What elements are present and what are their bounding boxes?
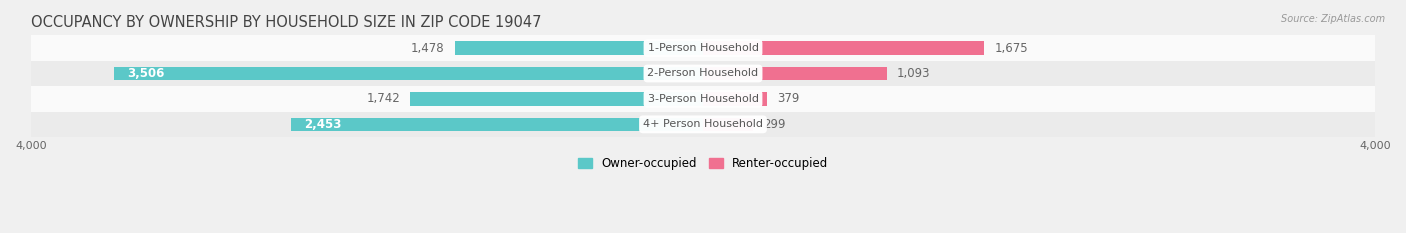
Text: 1,478: 1,478 (411, 41, 444, 55)
Text: 3,506: 3,506 (128, 67, 165, 80)
Text: 1,742: 1,742 (367, 93, 401, 105)
Bar (703, 67, 887, 80)
Legend: Owner-occupied, Renter-occupied: Owner-occupied, Renter-occupied (578, 157, 828, 170)
Text: OCCUPANCY BY OWNERSHIP BY HOUSEHOLD SIZE IN ZIP CODE 19047: OCCUPANCY BY OWNERSHIP BY HOUSEHOLD SIZE… (31, 15, 541, 30)
Text: 4+ Person Household: 4+ Person Household (643, 119, 763, 129)
Bar (703, 92, 766, 106)
Text: 1,675: 1,675 (994, 41, 1028, 55)
Bar (703, 118, 754, 131)
Bar (291, 118, 703, 131)
Bar (114, 67, 703, 80)
Bar (31, 112, 1375, 137)
Bar (31, 86, 1375, 112)
Text: 2-Person Household: 2-Person Household (647, 69, 759, 79)
Text: 3-Person Household: 3-Person Household (648, 94, 758, 104)
Bar (411, 92, 703, 106)
Text: 2,453: 2,453 (304, 118, 342, 131)
Text: Source: ZipAtlas.com: Source: ZipAtlas.com (1281, 14, 1385, 24)
Text: 379: 379 (776, 93, 799, 105)
Text: 1,093: 1,093 (897, 67, 931, 80)
Text: 299: 299 (763, 118, 786, 131)
Bar (454, 41, 703, 55)
Bar (31, 35, 1375, 61)
Bar (31, 61, 1375, 86)
Text: 1-Person Household: 1-Person Household (648, 43, 758, 53)
Bar (703, 41, 984, 55)
